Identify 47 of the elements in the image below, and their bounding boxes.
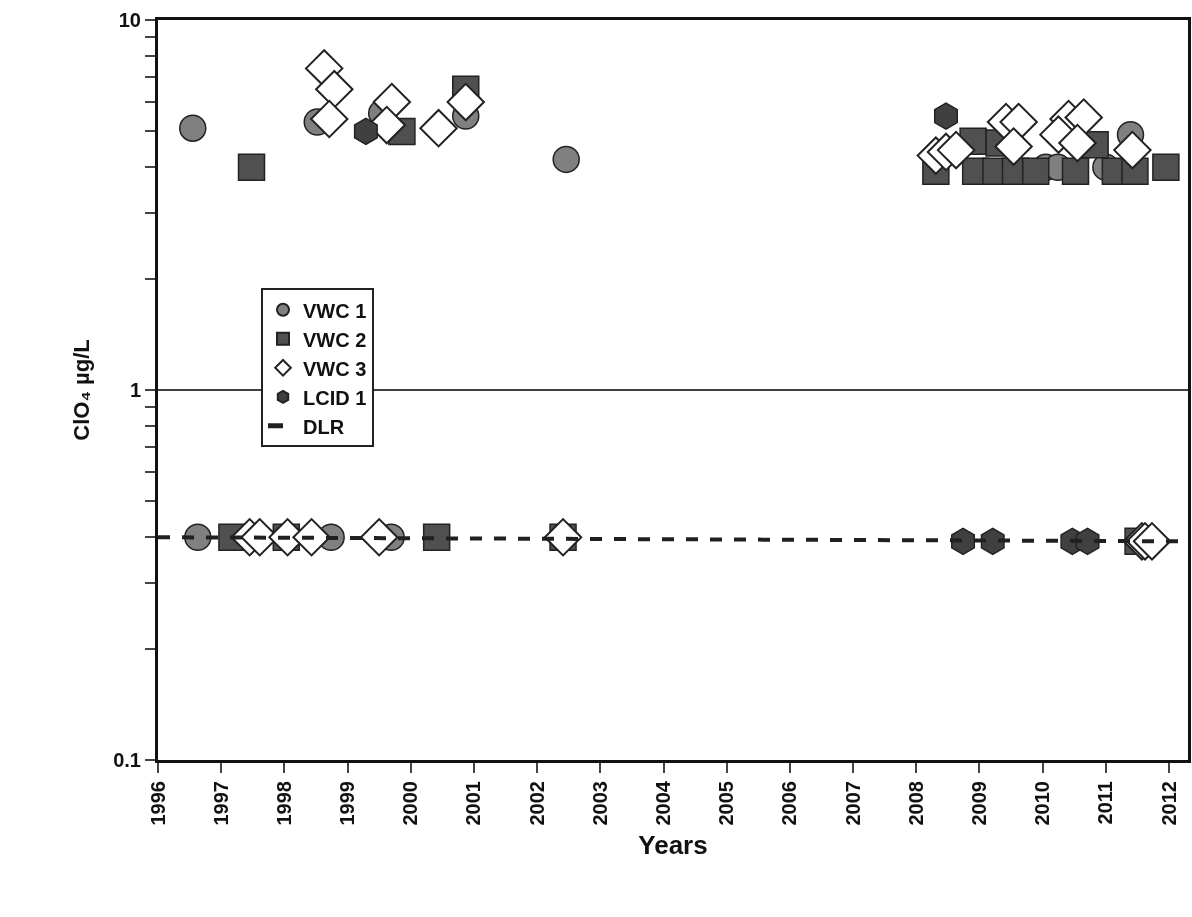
x-tick-label: 2012 [1157, 781, 1180, 826]
point [1113, 130, 1152, 170]
point [1152, 153, 1180, 181]
x-tick-label: 2006 [778, 781, 801, 826]
x-tick-label: 2002 [525, 781, 548, 826]
x-tick-label: 2011 [1094, 781, 1117, 825]
x-tick-label: 1998 [272, 781, 295, 826]
point [179, 114, 207, 142]
point [1021, 157, 1050, 186]
x-tick-label: 1997 [209, 781, 232, 826]
legend-label: VWC 1 [303, 299, 367, 322]
x-tick-label: 2003 [588, 781, 611, 826]
point [552, 145, 580, 174]
x-axis-title: Years [638, 830, 708, 861]
x-tick-label: 1999 [336, 781, 359, 826]
point [237, 153, 266, 181]
x-tick-label: 2010 [1031, 781, 1054, 826]
x-tick-label: 2001 [462, 781, 485, 826]
point [980, 527, 1005, 556]
point [422, 523, 451, 551]
legend-label: VWC 3 [303, 357, 367, 380]
point [353, 117, 378, 146]
x-tick-label: 1996 [146, 781, 169, 826]
x-tick-label: 2005 [715, 781, 738, 826]
legend-label: DLR [303, 415, 345, 438]
y-tick-label: 1 [129, 379, 141, 401]
point [936, 130, 976, 170]
y-tick-label: 0.1 [113, 749, 141, 771]
point [359, 518, 399, 557]
legend-label: LCID 1 [303, 386, 367, 409]
x-tick-label: 2008 [904, 781, 927, 826]
point [1132, 522, 1172, 561]
x-tick-label: 2000 [399, 781, 422, 826]
y-axis-title: ClO₄ µg/L [68, 339, 94, 441]
point [446, 82, 485, 122]
x-tick-label: 2004 [652, 780, 675, 826]
point [951, 527, 976, 556]
point [310, 99, 349, 139]
point [1061, 157, 1090, 186]
x-tick-label: 2007 [841, 781, 864, 826]
x-tick-label: 2009 [967, 781, 990, 826]
point [1075, 527, 1100, 556]
point [933, 102, 958, 130]
point [994, 127, 1033, 166]
point [1058, 123, 1097, 163]
y-tick-label: 10 [118, 9, 141, 31]
legend-label: VWC 2 [303, 328, 367, 351]
